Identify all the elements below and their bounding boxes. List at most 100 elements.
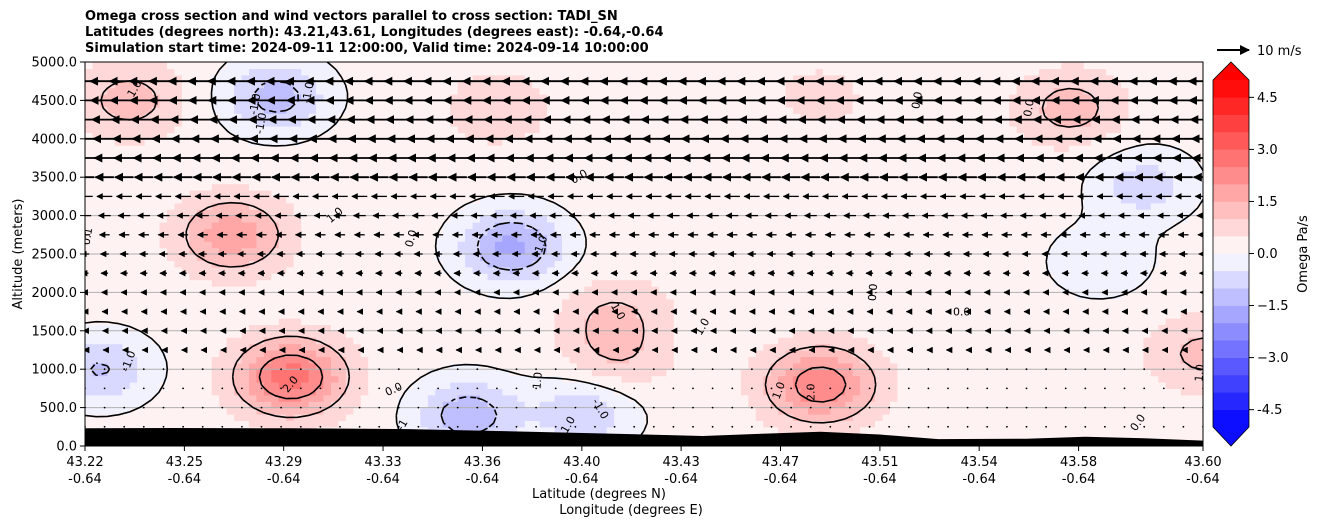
omega-cell	[658, 382, 667, 389]
omega-cell	[204, 222, 213, 229]
omega-cell	[480, 126, 489, 133]
omega-cell	[308, 273, 317, 281]
omega-cell	[152, 247, 161, 255]
omega-cell	[509, 350, 518, 357]
omega-cell	[606, 407, 615, 415]
omega-cell	[166, 311, 176, 319]
omega-cell	[107, 190, 116, 197]
omega-cell	[323, 68, 332, 76]
omega-cell	[688, 311, 697, 319]
omega-cell	[569, 132, 578, 140]
omega-cell	[308, 298, 317, 306]
omega-cell	[509, 407, 518, 415]
omega-cell	[412, 222, 421, 229]
omega-cell	[219, 94, 228, 101]
omega-cell	[412, 330, 421, 338]
omega-cell	[241, 382, 250, 389]
omega-cell	[629, 119, 638, 127]
omega-cell	[644, 106, 653, 114]
omega-cell	[442, 234, 451, 242]
omega-cell	[256, 273, 265, 281]
omega-cell	[509, 196, 518, 204]
omega-cell	[353, 414, 362, 421]
omega-cell	[532, 170, 541, 178]
omega-cell	[286, 209, 295, 217]
omega-cell	[85, 407, 94, 415]
omega-cell	[599, 119, 608, 127]
omega-cell	[196, 382, 205, 389]
omega-cell	[591, 126, 600, 133]
omega-cell	[696, 362, 705, 370]
omega-cell	[345, 369, 354, 377]
omega-cell	[673, 286, 682, 293]
omega-cell	[286, 126, 295, 133]
omega-cell	[576, 343, 585, 351]
omega-cell	[278, 407, 287, 415]
omega-cell	[636, 375, 645, 383]
omega-cell	[554, 215, 563, 223]
omega-cell	[85, 190, 94, 197]
omega-cell	[293, 81, 302, 89]
omega-cell	[681, 407, 690, 415]
omega-cell	[316, 68, 325, 76]
omega-cell	[271, 414, 280, 421]
omega-cell	[189, 81, 198, 89]
omega-cell	[405, 222, 414, 229]
omega-cell	[226, 388, 235, 396]
omega-cell	[196, 337, 205, 345]
omega-cell	[509, 382, 518, 389]
omega-cell	[390, 273, 399, 281]
omega-cell	[159, 177, 168, 185]
omega-cell	[614, 330, 623, 338]
omega-cell	[494, 414, 503, 421]
omega-cell	[219, 145, 228, 153]
omega-cell	[591, 190, 600, 197]
omega-cell	[688, 106, 697, 114]
omega-cell	[621, 394, 630, 402]
omega-cell	[122, 126, 131, 133]
omega-cell	[688, 190, 697, 197]
omega-cell	[636, 209, 645, 217]
omega-cell	[174, 305, 183, 313]
omega-cell	[658, 305, 667, 313]
omega-cell	[152, 209, 161, 217]
omega-cell	[107, 100, 116, 108]
omega-cell	[614, 94, 623, 101]
omega-cell	[412, 119, 421, 127]
omega-cell	[644, 215, 653, 223]
omega-cell	[480, 241, 489, 249]
omega-cell	[696, 202, 705, 210]
omega-cell	[204, 196, 213, 204]
omega-cell	[442, 388, 451, 396]
omega-cell	[92, 420, 101, 428]
omega-cell	[494, 356, 503, 364]
omega-cell	[606, 401, 615, 409]
omega-cell	[107, 222, 116, 229]
omega-cell	[323, 420, 332, 428]
omega-cell	[286, 106, 295, 114]
omega-cell	[323, 158, 332, 165]
omega-cell	[539, 337, 548, 345]
omega-cell	[338, 151, 347, 159]
omega-cell	[472, 164, 481, 172]
omega-cell	[271, 298, 280, 306]
omega-cell	[234, 254, 243, 261]
omega-cell	[480, 209, 489, 217]
omega-cell	[286, 68, 295, 76]
omega-cell	[480, 254, 489, 261]
omega-cell	[629, 132, 638, 140]
omega-cell	[412, 126, 421, 133]
omega-cell	[569, 164, 578, 172]
omega-cell	[196, 87, 205, 95]
omega-cell	[591, 241, 600, 249]
omega-cell	[92, 407, 101, 415]
omega-cell	[539, 190, 548, 197]
omega-cell	[569, 113, 578, 121]
omega-cell	[211, 158, 220, 165]
omega-cell	[576, 382, 585, 389]
omega-cell	[92, 215, 101, 223]
omega-cell	[114, 337, 123, 345]
omega-cell	[629, 388, 638, 396]
omega-cell	[368, 145, 377, 153]
omega-cell	[323, 106, 332, 114]
